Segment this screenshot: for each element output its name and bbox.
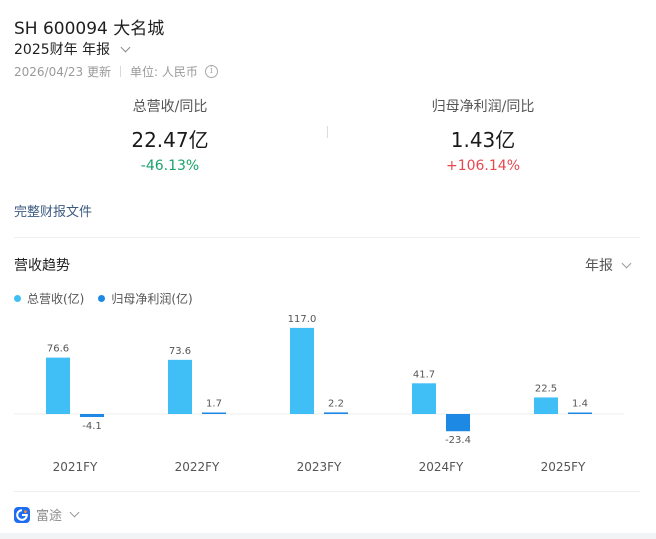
trend-period-select[interactable]: 年报 xyxy=(585,255,632,275)
x-tick-label: 2022FY xyxy=(175,460,220,474)
bar-revenue-2021FY[interactable] xyxy=(46,357,70,414)
futu-logo-icon xyxy=(14,506,30,523)
trend-period-label: 年报 xyxy=(585,258,613,274)
revenue-change: -46.13% xyxy=(140,158,200,174)
bar-profit-2025FY[interactable] xyxy=(568,412,592,415)
data-label: -23.4 xyxy=(445,435,471,446)
chevron-down-icon xyxy=(120,42,131,52)
revenue-trend-chart: 76.6 -4.1 2021FY 73.6 1.7 2022FY 117.0 2.2 2023F… xyxy=(14,314,624,474)
legend-dot-icon xyxy=(98,295,106,302)
chart-legend: 总营收(亿) 归母净利润(亿) xyxy=(14,290,207,307)
metric-divider xyxy=(327,126,328,138)
legend-item-revenue[interactable]: 总营收(亿) xyxy=(14,290,84,307)
legend-dot-icon xyxy=(14,295,21,302)
meta-row: 2026/04/23 更新 单位: 人民币 i xyxy=(14,63,218,80)
bar-revenue-2022FY[interactable] xyxy=(168,359,192,414)
full-report-link[interactable]: 完整财报文件 xyxy=(14,205,93,220)
data-label: 41.7 xyxy=(413,369,435,380)
period-select[interactable]: 2025财年 年报 xyxy=(14,39,131,59)
bar-revenue-2025FY[interactable] xyxy=(534,397,558,414)
bottom-strip xyxy=(0,533,656,539)
section-divider xyxy=(14,237,640,238)
bar-revenue-2023FY[interactable] xyxy=(290,327,314,414)
data-label: 1.7 xyxy=(206,399,222,410)
profit-value: 1.43亿 xyxy=(450,128,516,152)
bar-profit-2023FY[interactable] xyxy=(324,412,348,414)
stock-title: SH 600094 大名城 xyxy=(14,19,165,39)
x-tick-label: 2025FY xyxy=(541,460,586,474)
bar-profit-2021FY[interactable] xyxy=(80,414,104,418)
revenue-value: 22.47亿 xyxy=(131,128,209,152)
bar-profit-2024FY[interactable] xyxy=(446,414,470,432)
brand-select[interactable]: 富途 xyxy=(14,505,80,524)
legend-label: 归母净利润(亿) xyxy=(111,292,193,306)
data-label: 1.4 xyxy=(572,399,588,410)
data-label: 76.6 xyxy=(47,344,69,355)
profit-change: +106.14% xyxy=(445,158,521,174)
legend-label: 总营收(亿) xyxy=(27,292,85,306)
data-label: -4.1 xyxy=(82,421,102,432)
data-label: 2.2 xyxy=(328,398,344,409)
data-label: 117.0 xyxy=(288,314,317,325)
revenue-metric: 总营收/同比 22.47亿 -46.13% xyxy=(70,96,270,174)
revenue-label: 总营收/同比 xyxy=(132,99,208,115)
profit-metric: 归母净利润/同比 1.43亿 +106.14% xyxy=(383,96,583,174)
data-label: 73.6 xyxy=(169,346,191,357)
info-icon[interactable]: i xyxy=(204,65,218,78)
chevron-down-icon xyxy=(621,258,632,268)
data-label: 22.5 xyxy=(535,383,557,394)
chevron-down-icon xyxy=(69,507,80,518)
footer-divider xyxy=(14,491,640,492)
bar-profit-2022FY[interactable] xyxy=(202,412,226,415)
unit-label: 单位: 人民币 xyxy=(129,65,198,79)
period-select-label: 2025财年 年报 xyxy=(14,42,111,58)
meta-divider xyxy=(119,66,121,77)
bar-revenue-2024FY[interactable] xyxy=(412,383,436,414)
legend-item-profit[interactable]: 归母净利润(亿) xyxy=(98,290,193,307)
update-time: 2026/04/23 更新 xyxy=(14,65,111,79)
trend-title: 营收趋势 xyxy=(14,258,70,274)
x-tick-label: 2024FY xyxy=(419,460,464,474)
x-tick-label: 2021FY xyxy=(53,460,98,474)
profit-label: 归母净利润/同比 xyxy=(431,99,535,115)
x-tick-label: 2023FY xyxy=(297,460,342,474)
brand-label: 富途 xyxy=(36,509,63,524)
